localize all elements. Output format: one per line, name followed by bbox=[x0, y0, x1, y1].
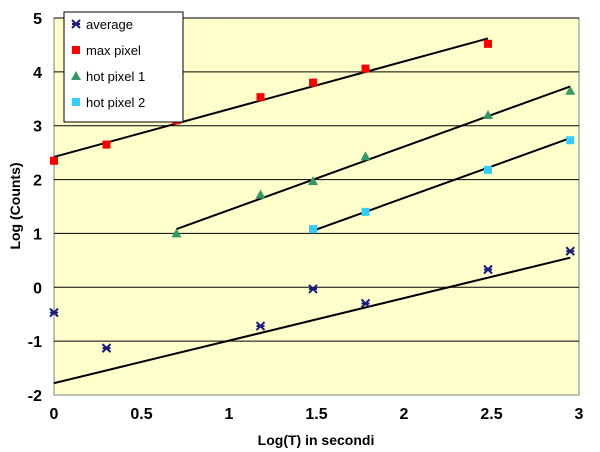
data-point-average bbox=[483, 264, 493, 275]
data-point-hot-pixel-1 bbox=[565, 85, 576, 95]
legend-marker-hot-pixel-1 bbox=[71, 71, 81, 80]
data-point-hot-pixel-1 bbox=[483, 109, 493, 119]
y-axis-title: Log (Counts) bbox=[7, 162, 23, 249]
data-point-average bbox=[255, 321, 266, 331]
legend-marker-average bbox=[71, 19, 81, 29]
x-axis-title: Log(T) in secondi bbox=[258, 432, 375, 448]
legend-label-average: average bbox=[86, 17, 133, 32]
data-point-average bbox=[565, 246, 575, 256]
y-tick-label: 4 bbox=[33, 65, 42, 82]
legend-label-max-pixel: max pixel bbox=[86, 43, 141, 58]
legend-marker-hot-pixel-2 bbox=[72, 98, 80, 106]
x-tick-label: 2.5 bbox=[480, 406, 502, 423]
y-tick-label: 2 bbox=[33, 173, 42, 190]
data-point-average bbox=[308, 284, 318, 294]
data-point-hot-pixel-2 bbox=[484, 165, 492, 174]
legend-label-hot-pixel-1: hot pixel 1 bbox=[86, 69, 145, 84]
x-tick-label: 0.5 bbox=[130, 406, 152, 423]
x-tick-label: 1 bbox=[225, 406, 234, 423]
data-point-hot-pixel-1 bbox=[360, 151, 371, 161]
data-point-average bbox=[101, 343, 112, 353]
data-point-average bbox=[49, 307, 59, 318]
y-tick-labels: -2 -1 0 1 2 3 4 5 bbox=[28, 11, 42, 405]
trendline-average bbox=[53, 256, 571, 385]
x-tick-label: 0 bbox=[50, 406, 59, 423]
data-point-hot-pixel-2 bbox=[566, 136, 575, 145]
trendline-hot-pixel-2 bbox=[312, 137, 571, 232]
y-tick-label: 5 bbox=[33, 11, 42, 28]
x-tick-labels: 0 0.5 1 1.5 2 2.5 3 bbox=[50, 406, 584, 423]
data-markers bbox=[49, 39, 576, 353]
y-tick-label: -1 bbox=[28, 334, 42, 351]
y-tick-label: 0 bbox=[33, 280, 42, 297]
data-point-average bbox=[360, 298, 371, 309]
x-tick-label: 1.5 bbox=[305, 406, 327, 423]
trendline-hot-pixel-1 bbox=[176, 85, 571, 231]
legend-box bbox=[63, 11, 184, 123]
gridlines bbox=[54, 17, 579, 342]
trendline-max-pixel bbox=[53, 37, 489, 158]
legend-marker-max-pixel bbox=[72, 46, 80, 54]
y-tick-label: 3 bbox=[33, 119, 42, 136]
data-point-hot-pixel-2 bbox=[361, 207, 370, 216]
data-point-hot-pixel-1 bbox=[171, 228, 182, 238]
data-point-max-pixel bbox=[50, 156, 58, 165]
y-tick-label: -2 bbox=[28, 388, 42, 405]
x-tick-label: 2 bbox=[400, 406, 409, 423]
data-point-max-pixel bbox=[102, 140, 111, 149]
x-tick-label: 3 bbox=[575, 406, 584, 423]
data-point-hot-pixel-1 bbox=[255, 189, 266, 199]
data-point-max-pixel bbox=[484, 39, 492, 48]
data-point-max-pixel bbox=[309, 78, 317, 87]
legend: average max pixel hot pixel 1 hot pixel 2 bbox=[63, 11, 184, 123]
y-tick-label: 1 bbox=[33, 226, 42, 243]
legend-label-hot-pixel-2: hot pixel 2 bbox=[86, 95, 145, 110]
data-point-hot-pixel-2 bbox=[309, 225, 317, 234]
data-point-max-pixel bbox=[361, 64, 370, 73]
data-point-hot-pixel-1 bbox=[308, 176, 318, 186]
data-point-max-pixel bbox=[256, 93, 265, 102]
trendlines bbox=[53, 37, 571, 385]
